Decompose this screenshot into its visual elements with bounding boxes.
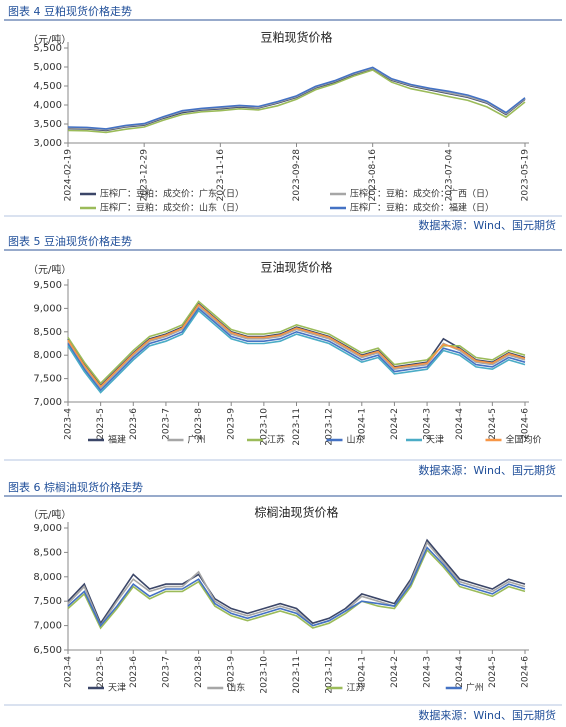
unit-label: （元/吨） [28, 33, 71, 46]
series-line [67, 303, 526, 388]
y-tick-label: 7,500 [33, 596, 62, 607]
legend-label: 山东 [347, 434, 365, 446]
y-tick-label: 5,500 [33, 43, 62, 54]
figure-caption: 图表 5 豆油现货价格走势 [8, 234, 132, 248]
x-tick-label: 2023-05-19 [521, 149, 531, 202]
x-tick-label: 2023-11 [292, 408, 302, 446]
figure-source: 数据来源：Wind、国元期货 [418, 708, 556, 722]
y-tick-label: 6,500 [33, 645, 62, 656]
chart-title: 豆油现货价格 [260, 260, 332, 275]
figure-caption: 图表 4 豆粕现货价格走势 [8, 4, 132, 18]
unit-label: （元/吨） [28, 508, 71, 521]
legend-label: 压榨厂：豆粕：成交价：山东（日） [100, 202, 244, 214]
y-tick-label: 3,500 [33, 119, 62, 130]
y-tick-label: 5,000 [33, 62, 62, 73]
y-tick-label: 8,500 [33, 547, 62, 558]
x-tick-label: 2023-11 [292, 656, 302, 694]
x-tick-label: 2024-1 [357, 408, 367, 440]
x-tick-label: 2023-9 [227, 408, 237, 440]
x-tick-label: 2023-8 [194, 408, 204, 440]
series-line [67, 546, 526, 628]
x-tick-label: 2024-02-19 [64, 149, 74, 202]
figure-source: 数据来源：Wind、国元期货 [418, 463, 556, 477]
x-tick-label: 2023-4 [64, 656, 74, 688]
y-tick-label: 9,500 [33, 280, 62, 291]
legend-label: 天津 [108, 683, 126, 694]
legend-label: 压榨厂：豆粕：成交价：福建（日） [350, 202, 494, 214]
chart-title: 棕榈油现货价格 [254, 505, 338, 520]
x-tick-label: 2023-12 [325, 656, 335, 694]
legend-label: 压榨厂：豆粕：成交价：广西（日） [350, 188, 494, 200]
x-tick-label: 2023-12-29 [140, 149, 150, 202]
x-tick-label: 2024-2 [390, 408, 400, 440]
y-tick-label: 9,000 [33, 303, 62, 314]
series-line [67, 69, 526, 134]
x-tick-label: 2023-7 [161, 408, 171, 440]
y-tick-label: 8,500 [33, 327, 62, 338]
x-tick-label: 2023-8 [194, 656, 204, 688]
series-line [67, 548, 526, 630]
legend-label: 福建 [108, 434, 126, 446]
series-line [67, 541, 526, 628]
x-tick-label: 2023-08-16 [368, 149, 378, 202]
legend-label: 广州 [466, 682, 484, 694]
x-tick-label: 2024-4 [455, 408, 465, 440]
x-tick-label: 2023-4 [64, 408, 74, 440]
x-tick-label: 2023-6 [129, 656, 139, 688]
legend-label: 天津 [426, 435, 444, 446]
x-tick-label: 2024-4 [455, 656, 465, 688]
y-tick-label: 4,500 [33, 81, 62, 92]
x-tick-label: 2023-5 [96, 408, 106, 440]
y-tick-label: 9,000 [33, 523, 62, 534]
x-tick-label: 2024-6 [521, 656, 531, 688]
x-tick-label: 2023-7 [161, 656, 171, 688]
x-tick-label: 2023-10 [259, 408, 269, 446]
figure-source: 数据来源：Wind、国元期货 [418, 218, 556, 232]
y-tick-label: 7,500 [33, 374, 62, 385]
legend-label: 广州 [188, 434, 206, 446]
x-tick-label: 2023-11-16 [216, 149, 226, 202]
series-line [67, 309, 526, 394]
legend-label: 江苏 [347, 682, 365, 694]
x-tick-label: 2024-5 [488, 656, 498, 688]
y-tick-label: 7,000 [33, 397, 62, 408]
y-tick-label: 8,000 [33, 350, 62, 361]
legend-label: 江苏 [267, 434, 285, 446]
chart-title: 豆粕现货价格 [260, 30, 332, 45]
y-tick-label: 7,000 [33, 621, 62, 632]
x-tick-label: 2023-5 [96, 656, 106, 688]
x-tick-label: 2023-10 [259, 656, 269, 694]
unit-label: （元/吨） [28, 263, 71, 276]
y-tick-label: 4,000 [33, 100, 62, 111]
y-tick-label: 3,000 [33, 138, 62, 149]
y-tick-label: 8,000 [33, 572, 62, 583]
x-tick-label: 2023-6 [129, 408, 139, 440]
x-tick-label: 2023-12 [325, 408, 335, 446]
x-tick-label: 2023-09-28 [292, 149, 302, 202]
figure-caption: 图表 6 棕榈油现货价格走势 [8, 480, 143, 494]
x-tick-label: 2024-3 [423, 408, 433, 440]
series-line [67, 538, 526, 625]
x-tick-label: 2023-9 [227, 656, 237, 688]
legend-label: 全国均价 [506, 434, 542, 446]
series-line [67, 302, 526, 387]
series-line [67, 300, 526, 385]
series-line [67, 66, 526, 130]
legend-label: 山东 [227, 682, 245, 694]
x-tick-label: 2023-07-04 [444, 149, 454, 202]
x-tick-label: 2024-5 [488, 408, 498, 440]
legend-label: 压榨厂：豆粕：成交价：广东（日） [100, 188, 244, 200]
series-line [67, 307, 526, 392]
x-tick-label: 2024-2 [390, 656, 400, 688]
x-tick-label: 2024-6 [521, 408, 531, 440]
x-tick-label: 2024-1 [357, 656, 367, 688]
x-tick-label: 2024-3 [423, 656, 433, 688]
